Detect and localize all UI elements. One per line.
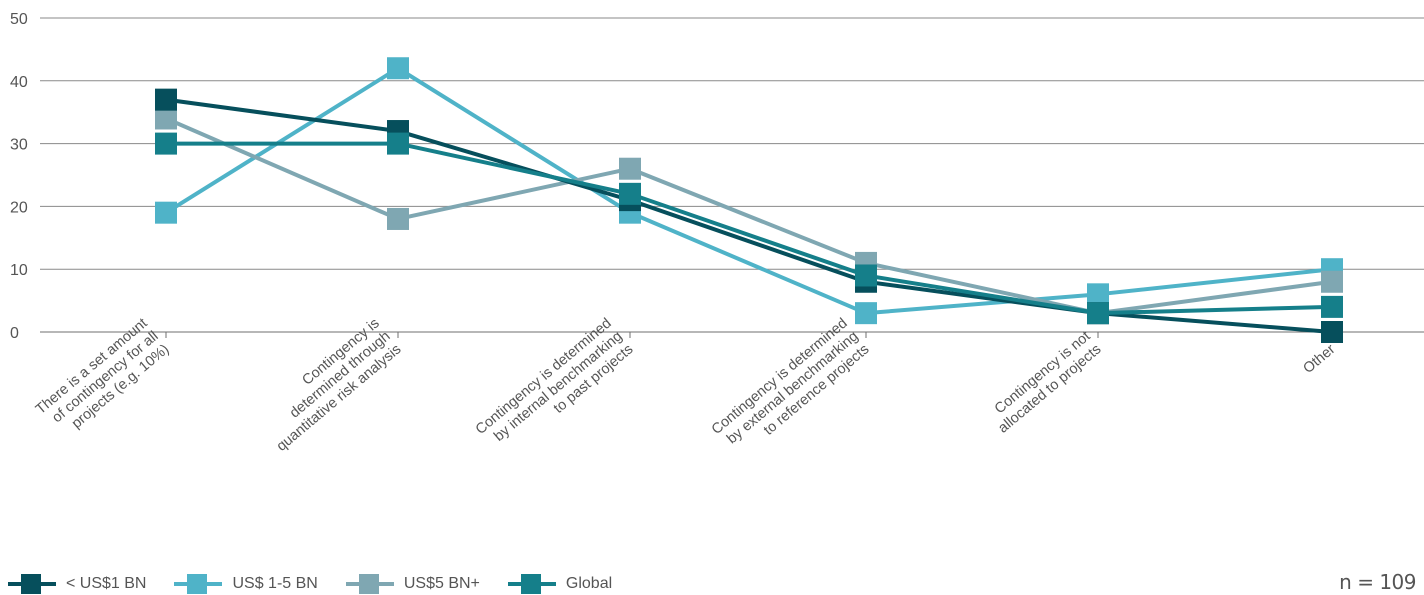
y-tick-label: 0 (10, 325, 19, 342)
x-category-label: Contingency is determinedby internal ben… (473, 315, 637, 464)
legend-swatch-5bn-plus (345, 574, 394, 594)
series-lines (155, 57, 1343, 343)
y-tick-label: 30 (10, 137, 28, 154)
data-point (1321, 321, 1343, 343)
legend-swatch-global (507, 574, 556, 594)
series-global (155, 132, 1343, 325)
x-category-label: Contingency isdetermined throughquantita… (252, 315, 405, 454)
series-us-5-bn- (155, 107, 1343, 325)
y-axis-ticks: 0 10 20 30 40 50 (10, 11, 28, 342)
legend-swatch-under-1bn (8, 574, 56, 594)
data-point (619, 157, 641, 180)
series-line (165, 116, 1333, 316)
x-category-label: Contingency is notallocated to projects (984, 328, 1104, 436)
data-point (155, 132, 177, 155)
x-category-label: There is a set amountof contingency for … (33, 315, 173, 443)
data-point (1321, 270, 1343, 293)
data-point (387, 57, 409, 80)
legend-label-1-5bn: US$ 1-5 BN (232, 575, 318, 592)
line-chart: 0 10 20 30 40 50 There is a set amountof cont… (10, 11, 1424, 464)
legend-item-5bn-plus: US$5 BN+ (345, 574, 480, 594)
legend-item-under-1bn: < US$1 BN (8, 574, 146, 594)
data-point (855, 302, 877, 325)
data-point (855, 264, 877, 287)
series-line (165, 97, 1333, 334)
legend-label-under-1bn: < US$1 BN (66, 575, 147, 592)
data-point (387, 132, 409, 155)
series-line (166, 141, 1333, 316)
data-point (387, 207, 409, 230)
legend-item-global: Global (507, 574, 613, 594)
legend: < US$1 BN US$ 1-5 BN US$5 BN+ Global (8, 574, 612, 594)
data-point (155, 88, 177, 111)
data-point (1087, 283, 1109, 306)
y-tick-label: 20 (10, 199, 28, 216)
data-point (1321, 295, 1343, 318)
sample-size-label: n = 109 (1339, 570, 1416, 594)
y-tick-label: 50 (10, 11, 28, 28)
y-tick-label: 40 (10, 74, 28, 91)
data-point (619, 182, 641, 205)
gridlines (40, 17, 1424, 333)
data-point (155, 201, 177, 224)
x-category-label: Contingency is determinedby external ben… (709, 315, 873, 464)
series-line (164, 66, 1333, 316)
data-point (1087, 302, 1109, 325)
legend-label-5bn-plus: US$5 BN+ (403, 575, 480, 592)
x-category-label: Other (1300, 341, 1338, 377)
legend-label-global: Global (565, 575, 613, 592)
legend-item-1-5bn: US$ 1-5 BN (174, 574, 318, 594)
y-tick-label: 10 (10, 262, 28, 279)
legend-swatch-1-5bn (174, 574, 223, 594)
data-point (155, 107, 177, 130)
x-axis-ticks: There is a set amountof contingency for … (33, 315, 1339, 464)
